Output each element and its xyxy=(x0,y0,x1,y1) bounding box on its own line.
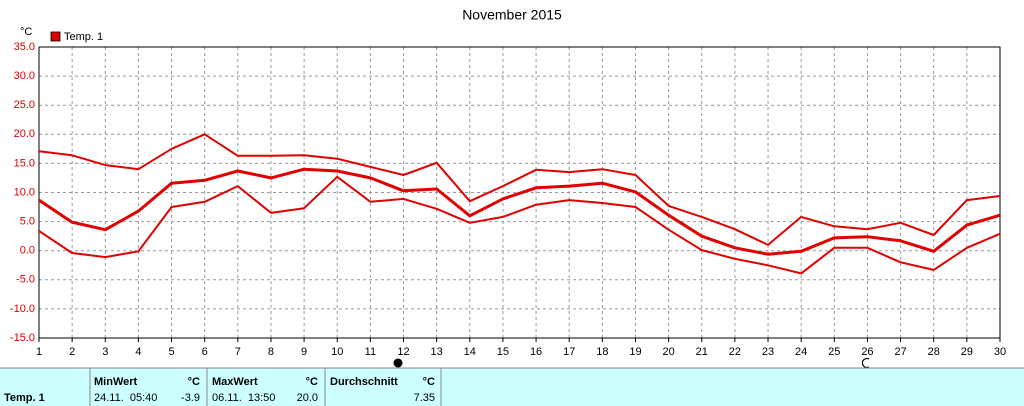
x-tick-label: 14 xyxy=(464,346,476,358)
x-tick-label: 3 xyxy=(102,346,108,358)
x-tick-label: 23 xyxy=(762,346,774,358)
x-tick-label: 9 xyxy=(301,346,307,358)
x-tick-label: 2 xyxy=(69,346,75,358)
x-tick-label: 8 xyxy=(268,346,274,358)
x-tick-label: 13 xyxy=(431,346,443,358)
x-tick-label: 29 xyxy=(961,346,973,358)
legend-swatch xyxy=(50,31,61,42)
x-tick-label: 15 xyxy=(497,346,509,358)
moon-icon xyxy=(861,357,870,369)
y-tick-label: 35.0 xyxy=(14,41,35,53)
table-unit: °C xyxy=(423,376,435,388)
x-tick-label: 22 xyxy=(729,346,741,358)
x-tick-label: 20 xyxy=(662,346,674,358)
x-tick-label: 26 xyxy=(861,346,873,358)
x-tick-label: 11 xyxy=(365,346,376,358)
legend-label: Temp. 1 xyxy=(64,31,103,43)
table-unit: °C xyxy=(188,376,200,388)
plot-frame xyxy=(38,46,1001,339)
table-time: 06.11. 13:50 xyxy=(212,392,275,404)
y-tick-label: 30.0 xyxy=(14,70,35,82)
moon-icon xyxy=(393,358,403,368)
x-tick-label: 24 xyxy=(795,346,807,358)
table-value: 20.0 xyxy=(297,392,318,404)
table-background xyxy=(0,368,1024,406)
y-axis-label: °C xyxy=(20,26,32,38)
table-header: MinWert xyxy=(94,376,138,388)
x-tick-label: 17 xyxy=(563,346,575,358)
x-tick-label: 1 xyxy=(36,346,42,358)
x-tick-label: 10 xyxy=(331,346,343,358)
series-line xyxy=(38,175,1001,275)
x-tick-label: 5 xyxy=(168,346,174,358)
table-unit: °C xyxy=(306,376,318,388)
table-row-label: Temp. 1 xyxy=(4,392,45,404)
table-value: 7.35 xyxy=(414,392,435,404)
table-value: -3.9 xyxy=(181,392,200,404)
y-tick-label: -5.0 xyxy=(16,274,35,286)
y-tick-label: 5.0 xyxy=(20,216,35,228)
x-tick-label: 19 xyxy=(629,346,641,358)
x-tick-label: 16 xyxy=(530,346,542,358)
y-tick-label: 0.0 xyxy=(20,245,35,257)
x-tick-label: 12 xyxy=(397,346,409,358)
y-tick-label: -15.0 xyxy=(10,332,35,344)
x-tick-label: 30 xyxy=(994,346,1006,358)
table-header: MaxWert xyxy=(212,376,258,388)
y-tick-label: 25.0 xyxy=(14,99,35,111)
y-tick-label: -10.0 xyxy=(10,303,35,315)
y-tick-label: 10.0 xyxy=(14,186,35,198)
table-time: 24.11. 05:40 xyxy=(94,392,157,404)
table-header: Durchschnitt xyxy=(330,376,398,388)
x-tick-label: 6 xyxy=(202,346,208,358)
x-tick-label: 27 xyxy=(894,346,906,358)
x-tick-label: 25 xyxy=(828,346,840,358)
series-line xyxy=(38,133,1001,246)
chart-title: November 2015 xyxy=(462,7,562,23)
x-tick-label: 28 xyxy=(928,346,940,358)
series-line xyxy=(38,167,1001,256)
x-tick-label: 21 xyxy=(696,346,708,358)
x-tick-label: 7 xyxy=(235,346,241,358)
y-tick-label: 15.0 xyxy=(14,157,35,169)
y-tick-label: 20.0 xyxy=(14,128,35,140)
x-tick-label: 4 xyxy=(135,346,141,358)
x-tick-label: 18 xyxy=(596,346,608,358)
